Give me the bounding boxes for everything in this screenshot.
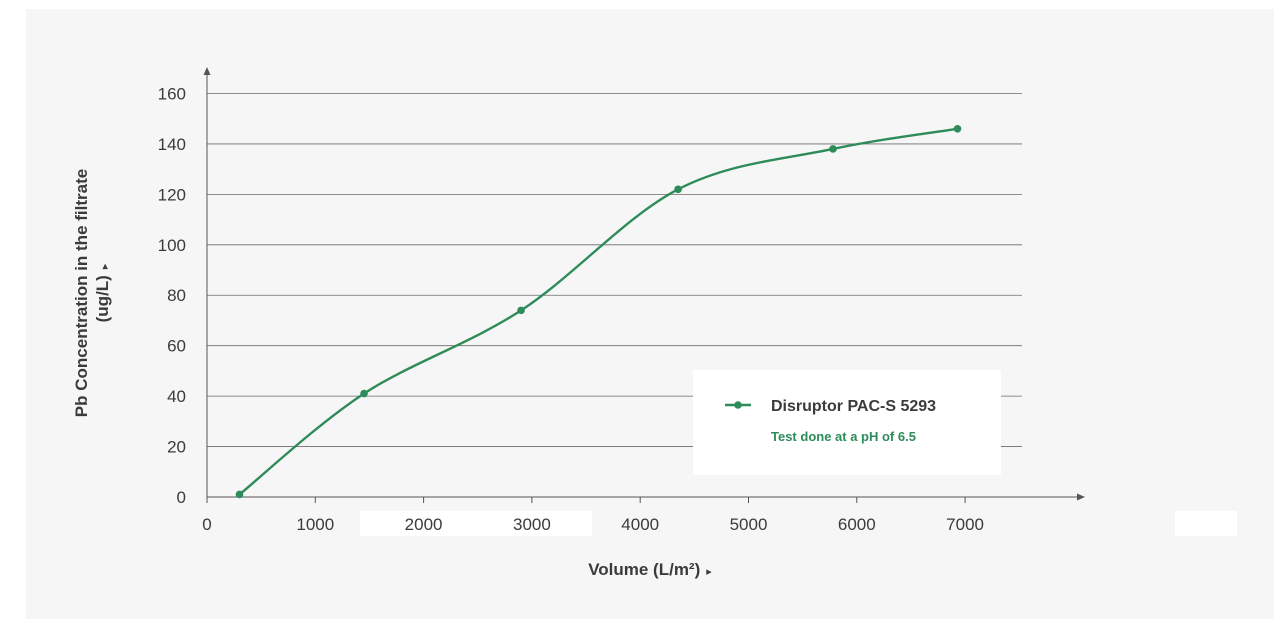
y-tick-label: 100 bbox=[158, 236, 186, 255]
x-tick-labels: 0 1000 2000 3000 4000 5000 6000 7000 bbox=[202, 515, 984, 534]
y-tick-label: 60 bbox=[167, 337, 186, 356]
y-axis-arrowhead bbox=[203, 67, 211, 75]
data-point bbox=[829, 145, 837, 153]
legend: Disruptor PAC-S 5293 Test done at a pH o… bbox=[693, 370, 1001, 475]
y-tick-label: 40 bbox=[167, 387, 186, 406]
data-point bbox=[235, 490, 244, 499]
x-axis-arrow: ▸ bbox=[706, 566, 712, 578]
white-patch bbox=[360, 511, 592, 536]
x-tick-label: 1000 bbox=[296, 515, 334, 534]
y-tick-labels: 0 20 40 60 80 100 120 140 160 bbox=[158, 84, 186, 507]
x-tick-label: 3000 bbox=[513, 515, 551, 534]
x-tick-label: 6000 bbox=[838, 515, 876, 534]
y-tick-label: 140 bbox=[158, 135, 186, 154]
y-tick-label: 20 bbox=[167, 438, 186, 457]
chart-panel bbox=[26, 9, 1274, 619]
data-point bbox=[953, 124, 962, 133]
data-point bbox=[517, 306, 525, 315]
legend-box bbox=[693, 370, 1001, 475]
x-tick-label: 0 bbox=[202, 515, 211, 534]
legend-note: Test done at a pH of 6.5 bbox=[771, 429, 916, 444]
data-point bbox=[674, 185, 682, 194]
x-tick-label: 5000 bbox=[730, 515, 768, 534]
white-patch bbox=[1175, 511, 1237, 536]
series-layer bbox=[235, 124, 962, 499]
axes bbox=[203, 67, 1085, 503]
y-axis-label-line1: Pb Concentration in the filtrate bbox=[72, 169, 91, 417]
data-point bbox=[360, 389, 368, 398]
y-tick-label: 160 bbox=[158, 84, 186, 103]
y-axis-arrow: ▸ bbox=[99, 263, 111, 269]
y-axis-title: Pb Concentration in the filtrate (ug/L)▸ bbox=[72, 169, 112, 417]
legend-dot-marker bbox=[734, 401, 742, 409]
x-tick-label: 7000 bbox=[946, 515, 984, 534]
y-tick-label: 120 bbox=[158, 185, 186, 204]
x-tick-label: 2000 bbox=[405, 515, 443, 534]
legend-series-label: Disruptor PAC-S 5293 bbox=[771, 398, 936, 415]
x-axis-label: Volume (L/m²) ▸ bbox=[588, 560, 712, 579]
y-tick-label: 80 bbox=[167, 286, 186, 305]
y-tick-label: 0 bbox=[177, 488, 186, 507]
y-axis-label-line2: (ug/L)▸ bbox=[93, 263, 112, 322]
x-tick-label: 4000 bbox=[621, 515, 659, 534]
x-axis-arrowhead bbox=[1077, 493, 1085, 501]
